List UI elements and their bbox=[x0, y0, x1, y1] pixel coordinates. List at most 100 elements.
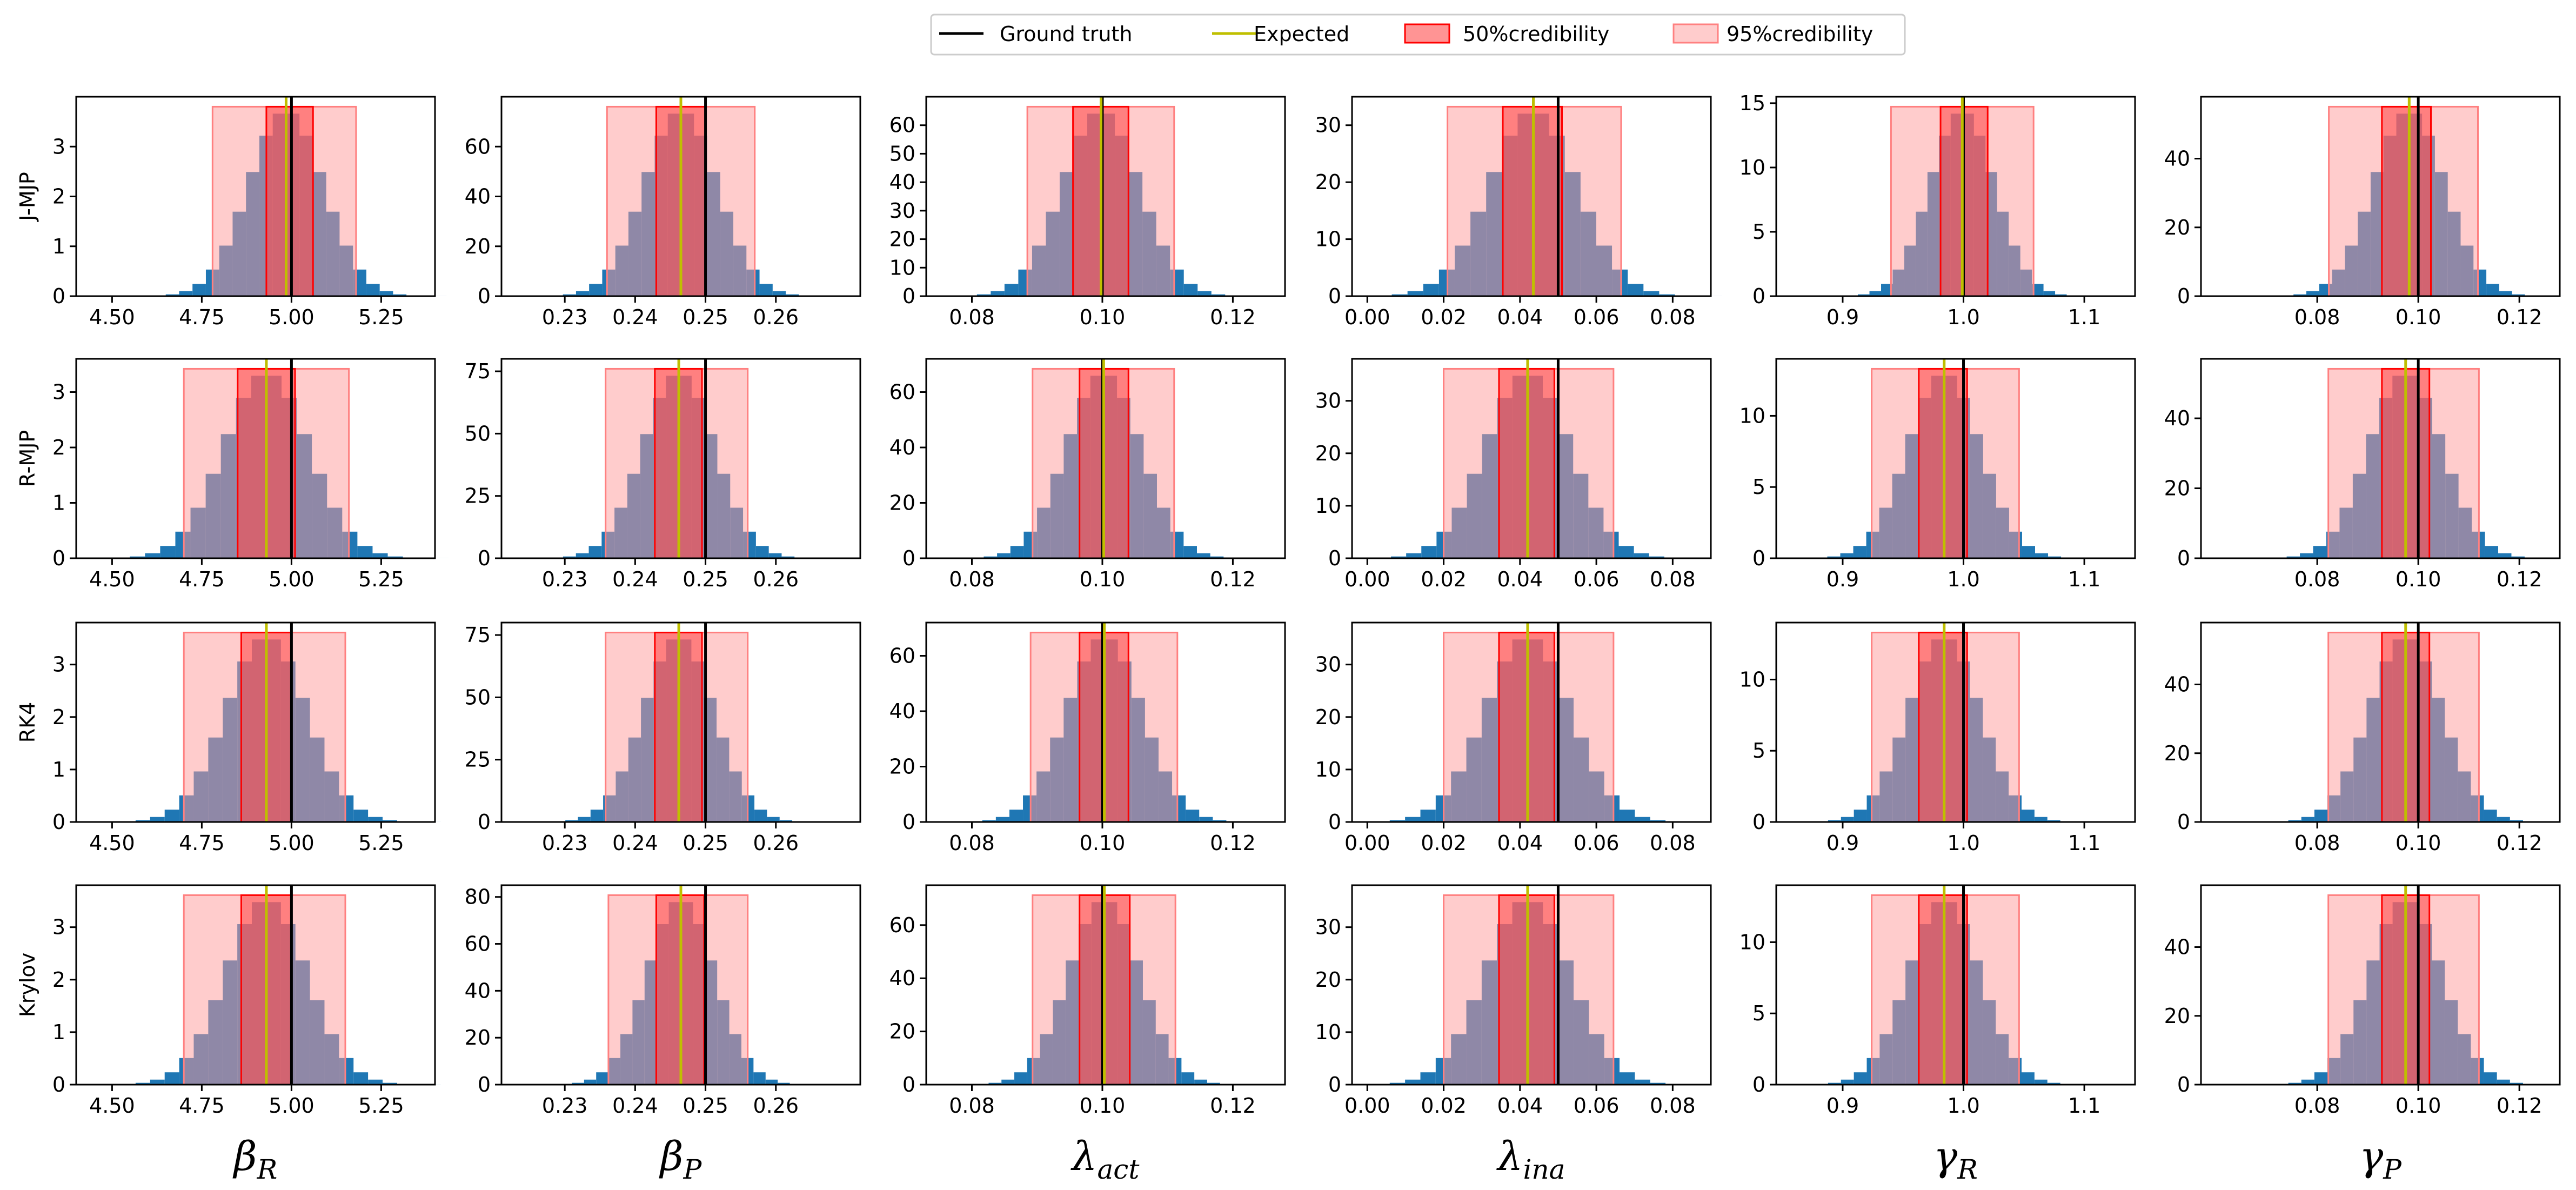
histogram-bar bbox=[192, 284, 206, 296]
panel-j-mjp-gamma_P: 0.08 0.10 0.12 0 20 40 bbox=[2164, 96, 2564, 329]
histogram-bar bbox=[1210, 556, 1224, 558]
x-tick-label: 0.08 bbox=[949, 831, 995, 855]
histogram-bar bbox=[1635, 1079, 1650, 1085]
x-tick-label: 0.25 bbox=[683, 831, 728, 855]
legend-50-credibility-swatch bbox=[1404, 23, 1450, 44]
legend-entry-50-credibility: 50%credibility bbox=[1404, 22, 1609, 46]
histogram-bar bbox=[2032, 284, 2044, 296]
histogram-bar bbox=[357, 546, 373, 558]
histogram-bar bbox=[366, 284, 380, 296]
histogram-bar bbox=[1853, 546, 1866, 558]
histogram-bar bbox=[1406, 553, 1422, 558]
panel-rk4-gamma_P: 0.08 0.10 0.12 0 20 40 bbox=[2164, 621, 2562, 855]
x-tick-label: 4.50 bbox=[89, 567, 135, 591]
x-tick-label: 0.12 bbox=[2497, 305, 2542, 329]
x-tick-label: 0.04 bbox=[1497, 831, 1543, 855]
histogram-bar bbox=[596, 1072, 608, 1085]
histogram-bar bbox=[565, 820, 578, 822]
x-tick-label: 0.26 bbox=[753, 1094, 799, 1118]
axes-frame bbox=[500, 884, 861, 1086]
axes-frame bbox=[75, 884, 436, 1086]
histogram-bar bbox=[383, 1082, 397, 1085]
histogram-bar bbox=[2306, 291, 2319, 296]
histogram-bar bbox=[754, 810, 767, 822]
x-tick-label: 0.08 bbox=[2294, 305, 2340, 329]
x-tick-label: 5.00 bbox=[269, 567, 315, 591]
histogram-bar bbox=[387, 556, 403, 558]
y-tick-label: 10 bbox=[1315, 228, 1341, 251]
x-tick-label: 0.25 bbox=[683, 305, 728, 329]
histogram-bar bbox=[2301, 1079, 2314, 1085]
x-axis-label-lambda_ina: λina bbox=[1496, 1133, 1565, 1185]
histogram-bar bbox=[1423, 284, 1439, 296]
y-tick-label: 20 bbox=[889, 1020, 915, 1044]
x-tick-label: 5.00 bbox=[269, 1094, 315, 1118]
row-label-j-mjp: J-MJP bbox=[16, 172, 39, 222]
panel-krylov-gamma_P: 0.08 0.10 0.12 0 20 40 bbox=[2164, 884, 2562, 1118]
panel-j-mjp-beta_R: 4.50 4.75 5.00 5.25 0 1 2 3 bbox=[52, 96, 447, 329]
histogram-bar bbox=[1620, 810, 1635, 822]
y-tick-label: 10 bbox=[1739, 156, 1765, 179]
histogram-bar bbox=[759, 284, 773, 296]
x-tick-label: 0.02 bbox=[1421, 1094, 1467, 1118]
x-tick-label: 5.25 bbox=[358, 1094, 404, 1118]
y-tick-label: 40 bbox=[889, 966, 915, 990]
histogram-bar bbox=[2484, 1072, 2497, 1085]
x-tick-label: 0.10 bbox=[2396, 567, 2441, 591]
y-tick-label: 60 bbox=[889, 380, 915, 404]
histogram-bar bbox=[778, 1082, 790, 1085]
histogram-bar bbox=[983, 556, 998, 558]
histogram-bar bbox=[976, 294, 991, 296]
y-tick-label: 2 bbox=[52, 968, 65, 992]
histogram-bar bbox=[1010, 546, 1024, 558]
histogram-bar bbox=[584, 1079, 597, 1085]
histogram-bar bbox=[1659, 294, 1675, 296]
histogram-bar bbox=[1858, 294, 1870, 296]
histogram-bar bbox=[383, 820, 397, 822]
histogram-bar bbox=[1841, 817, 1854, 822]
y-tick-label: 0 bbox=[1752, 810, 1765, 834]
histogram-bar bbox=[372, 553, 388, 558]
histogram-bar bbox=[1854, 1072, 1867, 1085]
credibility-50-band bbox=[2381, 105, 2432, 297]
x-tick-label: 5.25 bbox=[358, 305, 404, 329]
histogram-bar bbox=[589, 284, 603, 296]
y-tick-label: 0 bbox=[1752, 1073, 1765, 1097]
histogram-bar bbox=[1828, 1082, 1841, 1085]
y-tick-label: 50 bbox=[889, 142, 915, 165]
histogram-bar bbox=[2022, 810, 2035, 822]
panel-rk4-beta_R: 4.50 4.75 5.00 5.25 0 1 2 3 bbox=[52, 621, 441, 855]
x-tick-label: 0.08 bbox=[1650, 1094, 1696, 1118]
y-tick-label: 1 bbox=[52, 758, 65, 781]
y-tick-label: 0 bbox=[52, 284, 65, 308]
legend-ground-truth-label: Ground truth bbox=[1000, 22, 1132, 46]
histogram-bar bbox=[2035, 553, 2049, 558]
x-tick-label: 4.50 bbox=[89, 831, 135, 855]
y-tick-label: 0 bbox=[478, 546, 491, 570]
histogram-bar bbox=[768, 553, 782, 558]
x-tick-label: 0.08 bbox=[1650, 305, 1696, 329]
y-tick-label: 0 bbox=[2177, 284, 2190, 308]
y-tick-label: 0 bbox=[2177, 546, 2190, 570]
histogram-bar bbox=[150, 1079, 165, 1085]
histogram-bar bbox=[353, 1072, 369, 1085]
panel-r-mjp-beta_R: 4.50 4.75 5.00 5.25 0 1 2 3 bbox=[52, 358, 449, 591]
y-tick-label: 10 bbox=[1739, 404, 1765, 427]
x-tick-label: 0.00 bbox=[1344, 567, 1390, 591]
axes-frame bbox=[75, 621, 436, 823]
x-axis-label-beta_P: βP bbox=[659, 1133, 702, 1185]
y-tick-label: 1 bbox=[52, 1020, 65, 1044]
x-axis-label-symbol: β bbox=[659, 1133, 684, 1180]
x-tick-label: 4.50 bbox=[89, 305, 135, 329]
x-axis-label-subscript: P bbox=[2383, 1154, 2402, 1185]
axes-frame bbox=[1351, 884, 1712, 1086]
histogram-bar bbox=[1618, 546, 1634, 558]
histogram-bar bbox=[130, 556, 145, 558]
x-tick-label: 0.04 bbox=[1497, 567, 1543, 591]
x-tick-label: 0.08 bbox=[949, 305, 995, 329]
x-tick-label: 0.9 bbox=[1826, 305, 1859, 329]
x-axis-label-symbol: γ bbox=[1933, 1133, 1958, 1180]
x-tick-label: 0.06 bbox=[1574, 1094, 1620, 1118]
